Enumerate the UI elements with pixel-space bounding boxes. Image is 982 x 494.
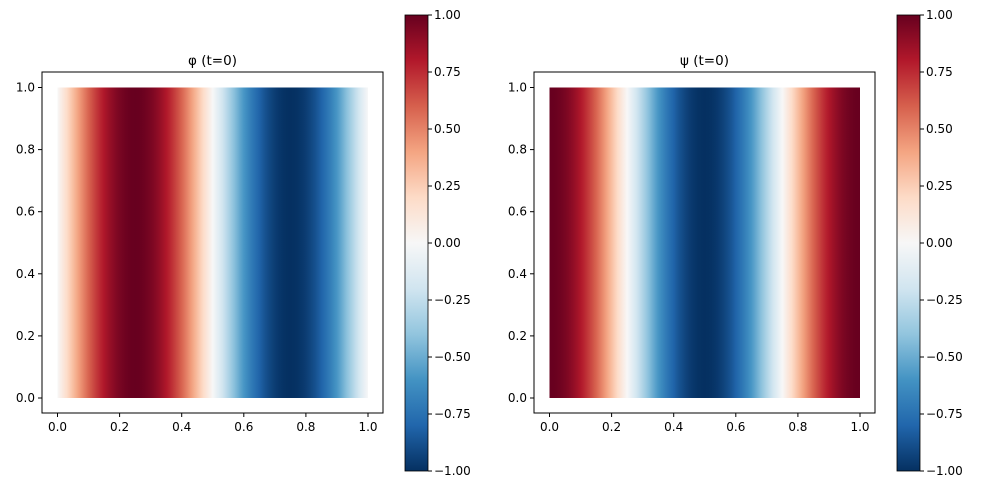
x-tick-label: 0.4 bbox=[664, 420, 683, 434]
colorbar-tick-label: 0.25 bbox=[926, 179, 953, 193]
colorbar-tick-label: 0.75 bbox=[434, 65, 461, 79]
axes-frame bbox=[533, 71, 876, 414]
colorbar-tick-label: −0.50 bbox=[926, 350, 963, 364]
x-tick-label: 0.0 bbox=[540, 420, 559, 434]
y-tick-label: 0.8 bbox=[16, 143, 35, 157]
colorbar-gradient bbox=[896, 14, 921, 472]
colorbar-tick-label: 0.00 bbox=[434, 236, 461, 250]
colorbar-tick-label: −0.50 bbox=[434, 350, 471, 364]
subplot-2: ψ (t=0) 0.0 0.2 0.4 0.6 0.8 1.0 0.0 0.2 0.4 0.6 0.8… bbox=[508, 8, 963, 478]
colorbar-tick-label: −0.75 bbox=[926, 407, 963, 421]
y-tick-label: 0.6 bbox=[508, 205, 527, 219]
x-tick-label: 0.0 bbox=[48, 420, 67, 434]
x-tick-label: 0.6 bbox=[726, 420, 745, 434]
subplot-1: φ (t=0) 0.0 0.2 0.4 0.6 0.8 1.0 0.0 0.2 0.4 0.6 0.8… bbox=[16, 8, 471, 478]
x-tick-label: 0.4 bbox=[172, 420, 191, 434]
colorbar-tick-label: −1.00 bbox=[926, 464, 963, 478]
y-tick-label: 0.0 bbox=[16, 391, 35, 405]
colorbar: 1.00 0.75 0.50 0.25 0.00 −0.25 −0.50 −0.75 −1.00 bbox=[404, 8, 471, 478]
colorbar-tick-label: −0.75 bbox=[434, 407, 471, 421]
y-tick-label: 1.0 bbox=[508, 81, 527, 95]
x-tick-label: 0.6 bbox=[234, 420, 253, 434]
y-tick-label: 0.4 bbox=[16, 267, 35, 281]
colorbar-tick-label: 0.50 bbox=[926, 122, 953, 136]
colorbar-gradient bbox=[404, 14, 429, 472]
colorbar-tick-label: −0.25 bbox=[926, 293, 963, 307]
x-tick-label: 1.0 bbox=[850, 420, 869, 434]
y-tick-label: 0.0 bbox=[508, 391, 527, 405]
plot-title: φ (t=0) bbox=[188, 53, 237, 69]
y-tick-label: 0.8 bbox=[508, 143, 527, 157]
colorbar-tick-label: −1.00 bbox=[434, 464, 471, 478]
colorbar-tick-label: −0.25 bbox=[434, 293, 471, 307]
colorbar-tick-label: 0.00 bbox=[926, 236, 953, 250]
x-tick-label: 0.2 bbox=[602, 420, 621, 434]
colorbar-tick-label: 1.00 bbox=[926, 8, 953, 22]
colorbar: 1.00 0.75 0.50 0.25 0.00 −0.25 −0.50 −0.75 −1.00 bbox=[896, 8, 963, 478]
y-tick-label: 0.4 bbox=[508, 267, 527, 281]
colorbar-tick-label: 0.25 bbox=[434, 179, 461, 193]
y-tick-label: 0.2 bbox=[16, 329, 35, 343]
x-tick-label: 0.2 bbox=[110, 420, 129, 434]
axes-frame bbox=[41, 71, 384, 414]
x-tick-label: 1.0 bbox=[358, 420, 377, 434]
heatmap-field bbox=[549, 87, 860, 398]
colorbar-tick-label: 0.75 bbox=[926, 65, 953, 79]
colorbar-tick-label: 0.50 bbox=[434, 122, 461, 136]
y-tick-label: 0.6 bbox=[16, 205, 35, 219]
x-tick-label: 0.8 bbox=[296, 420, 315, 434]
colorbar-tick-label: 1.00 bbox=[434, 8, 461, 22]
x-tick-label: 0.8 bbox=[788, 420, 807, 434]
plot-title: ψ (t=0) bbox=[680, 53, 729, 69]
heatmap-field bbox=[57, 87, 368, 398]
y-tick-label: 1.0 bbox=[16, 81, 35, 95]
y-tick-label: 0.2 bbox=[508, 329, 527, 343]
